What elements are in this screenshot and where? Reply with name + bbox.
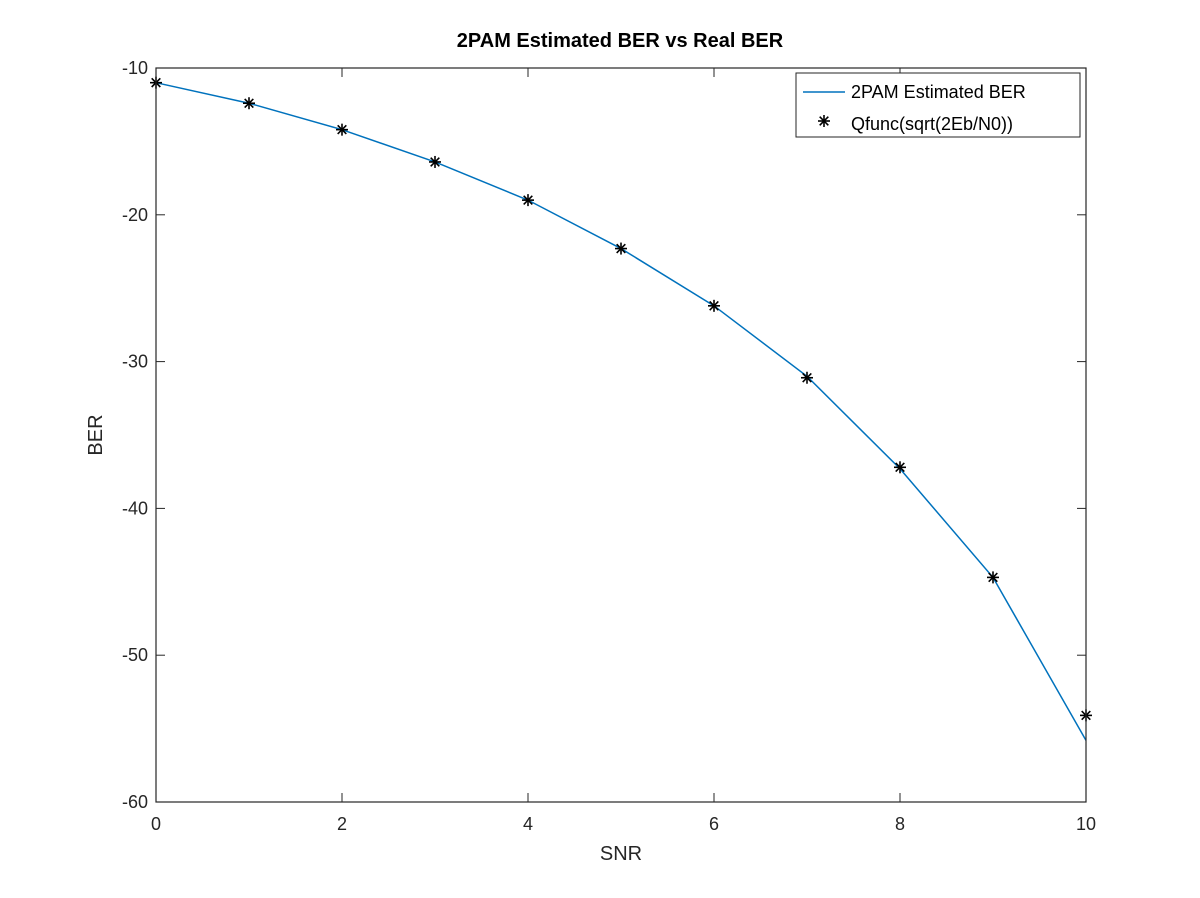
data-point-qfunc bbox=[522, 194, 534, 207]
legend-star-marker bbox=[818, 115, 830, 127]
x-axis-label: SNR bbox=[600, 843, 642, 865]
x-tick-label: 10 bbox=[1076, 814, 1096, 834]
legend-entry-estimated: 2PAM Estimated BER bbox=[851, 82, 1026, 102]
data-point-qfunc bbox=[336, 123, 348, 136]
y-tick-label: -30 bbox=[122, 352, 148, 372]
y-tick-label: -50 bbox=[122, 645, 148, 665]
y-tick-label: -60 bbox=[122, 792, 148, 812]
legend: 2PAM Estimated BER Qfunc(sqrt(2Eb/N0)) bbox=[795, 72, 1081, 138]
y-tick-label: -40 bbox=[122, 498, 148, 518]
y-axis-label: BER bbox=[85, 414, 107, 455]
data-point-qfunc bbox=[708, 299, 720, 312]
legend-box bbox=[795, 72, 1081, 138]
plot-area bbox=[156, 68, 1086, 802]
y-tick-label: -20 bbox=[122, 205, 148, 225]
legend-marker-swatch bbox=[818, 115, 830, 127]
tick-labels: 0 2 4 6 8 10 -60 -50 -40 -30 -20 -10 bbox=[122, 58, 1096, 834]
chart-title: 2PAM Estimated BER vs Real BER bbox=[457, 30, 784, 52]
x-tick-label: 8 bbox=[895, 814, 905, 834]
x-tick-label: 4 bbox=[523, 814, 533, 834]
axes-box bbox=[155, 67, 1087, 803]
data-point-qfunc bbox=[987, 571, 999, 584]
data-point-qfunc bbox=[615, 242, 627, 255]
data-point-qfunc bbox=[429, 155, 441, 168]
data-point-qfunc bbox=[894, 461, 906, 474]
x-tick-label: 2 bbox=[337, 814, 347, 834]
x-tick-label: 0 bbox=[151, 814, 161, 834]
data-point-qfunc bbox=[801, 371, 813, 384]
legend-entry-qfunc: Qfunc(sqrt(2Eb/N0)) bbox=[851, 114, 1013, 134]
x-tick-label: 6 bbox=[709, 814, 719, 834]
data-point-qfunc bbox=[243, 97, 255, 110]
y-tick-label: -10 bbox=[122, 58, 148, 78]
